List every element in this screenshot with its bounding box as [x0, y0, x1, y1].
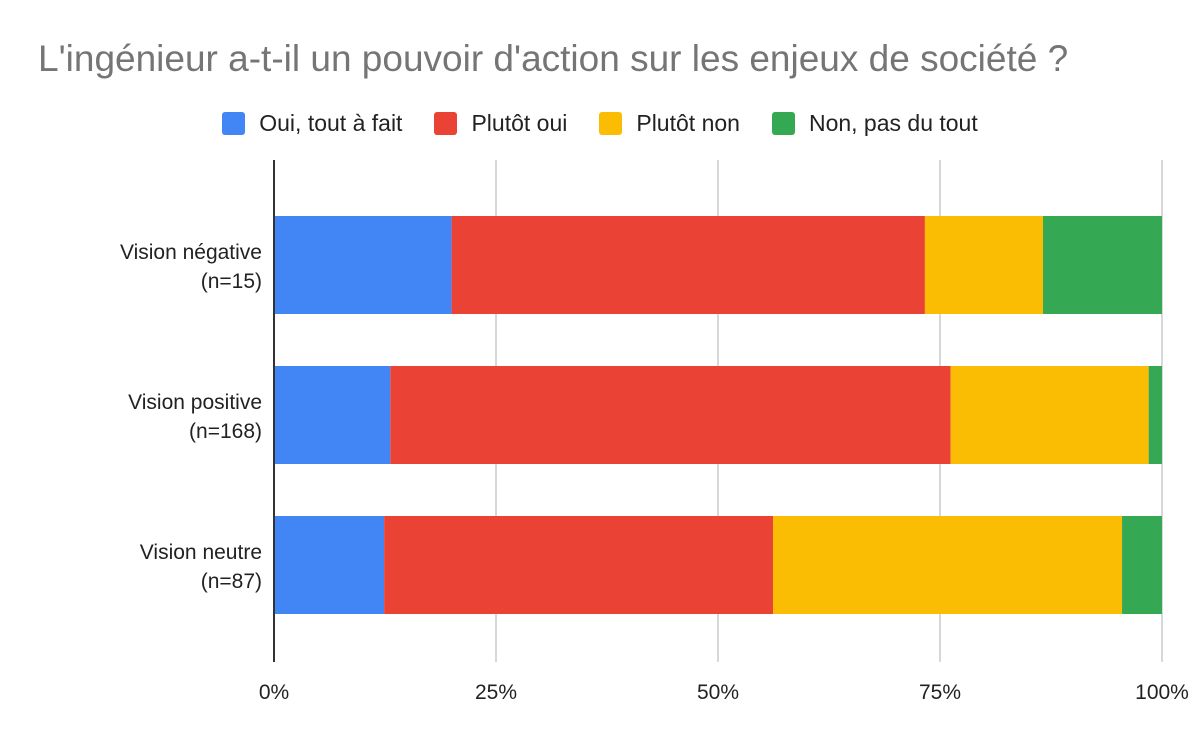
x-tick-label: 50% — [697, 681, 739, 704]
legend-item: Plutôt oui — [434, 110, 567, 137]
x-tick-label: 75% — [919, 681, 961, 704]
bar-segment — [384, 516, 774, 614]
legend-swatch — [771, 112, 795, 135]
bar-segment — [1122, 516, 1162, 614]
bar-segment — [773, 516, 1123, 614]
legend-swatch — [222, 112, 246, 135]
category-label: (n=87) — [201, 570, 262, 593]
x-tick-label: 0% — [259, 681, 289, 704]
legend: Oui, tout à fait Plutôt oui Plutôt non Non,… — [0, 110, 1200, 137]
legend-swatch — [434, 112, 458, 135]
bar-segment — [451, 216, 925, 314]
legend-swatch — [599, 112, 623, 135]
legend-item: Oui, tout à fait — [222, 110, 402, 137]
bar-segment — [274, 516, 385, 614]
bar-segment — [924, 216, 1044, 314]
bar-segment — [274, 216, 452, 314]
bar-segment — [390, 366, 951, 464]
category-label: Vision neutre — [140, 541, 262, 564]
category-label: (n=168) — [189, 420, 262, 443]
bar-segment — [274, 366, 391, 464]
legend-item: Plutôt non — [599, 110, 740, 137]
legend-label: Plutôt oui — [471, 110, 568, 136]
category-label: (n=15) — [201, 270, 262, 293]
x-tick-label: 100% — [1135, 681, 1189, 704]
bar-segment — [1043, 216, 1162, 314]
bar-segment — [1148, 366, 1162, 464]
legend-label: Plutôt non — [636, 110, 740, 136]
legend-label: Non, pas du tout — [808, 110, 978, 136]
bar-segment — [950, 366, 1149, 464]
category-label: Vision positive — [128, 391, 262, 414]
legend-label: Oui, tout à fait — [259, 110, 403, 136]
x-tick-label: 25% — [475, 681, 517, 704]
legend-item: Non, pas du tout — [771, 110, 978, 137]
chart-title: L'ingénieur a-t-il un pouvoir d'action s… — [38, 38, 1069, 79]
category-label: Vision négative — [120, 241, 262, 264]
